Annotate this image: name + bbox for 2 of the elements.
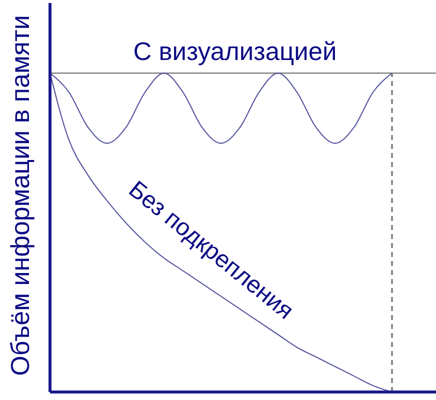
series-label: С визуализацией: [133, 38, 337, 66]
y-axis-title: Объём информации в памяти: [5, 15, 35, 376]
